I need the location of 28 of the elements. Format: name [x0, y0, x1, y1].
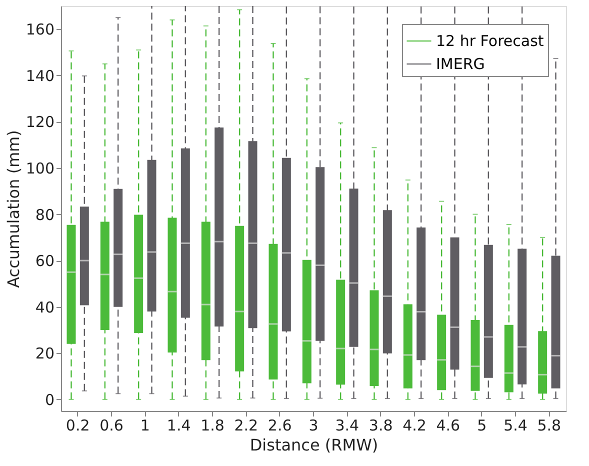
x-tick-label: 1.4 [166, 416, 191, 434]
x-tick-label: 5.4 [504, 416, 528, 434]
y-tick-label: 60 [35, 252, 54, 270]
x-tick-label: 0.6 [100, 416, 124, 434]
x-tick-label: 3.4 [335, 416, 360, 434]
x-tick-label: 3.8 [368, 416, 393, 434]
y-tick-label: 140 [26, 66, 54, 85]
y-tick-label: 40 [35, 298, 54, 316]
x-tick-label: 4.2 [402, 416, 426, 434]
y-tick-label: 120 [26, 113, 54, 132]
x-tick-label: 1.8 [200, 416, 224, 434]
x-tick-label: 0.2 [66, 416, 90, 434]
legend-label: 12 hr Forecast [436, 32, 544, 50]
x-tick-label: 1 [140, 416, 150, 434]
x-tick-label: 4.6 [436, 416, 460, 434]
x-tick-label: 3 [308, 416, 318, 434]
y-axis-title: Accumulation (mm) [4, 130, 23, 288]
x-tick-label: 5 [477, 416, 487, 434]
y-tick-label: 0 [44, 390, 54, 409]
legend-label: IMERG [436, 55, 485, 73]
y-tick-label: 160 [26, 20, 54, 39]
y-tick-label: 100 [26, 160, 54, 178]
y-tick-label: 80 [35, 206, 54, 224]
x-tick-label: 5.8 [537, 416, 562, 434]
y-tick-label: 20 [35, 344, 54, 363]
x-tick-label: 2.2 [234, 416, 258, 434]
x-axis-title: Distance (RMW) [250, 436, 378, 454]
x-tick-label: 2.6 [268, 416, 292, 434]
